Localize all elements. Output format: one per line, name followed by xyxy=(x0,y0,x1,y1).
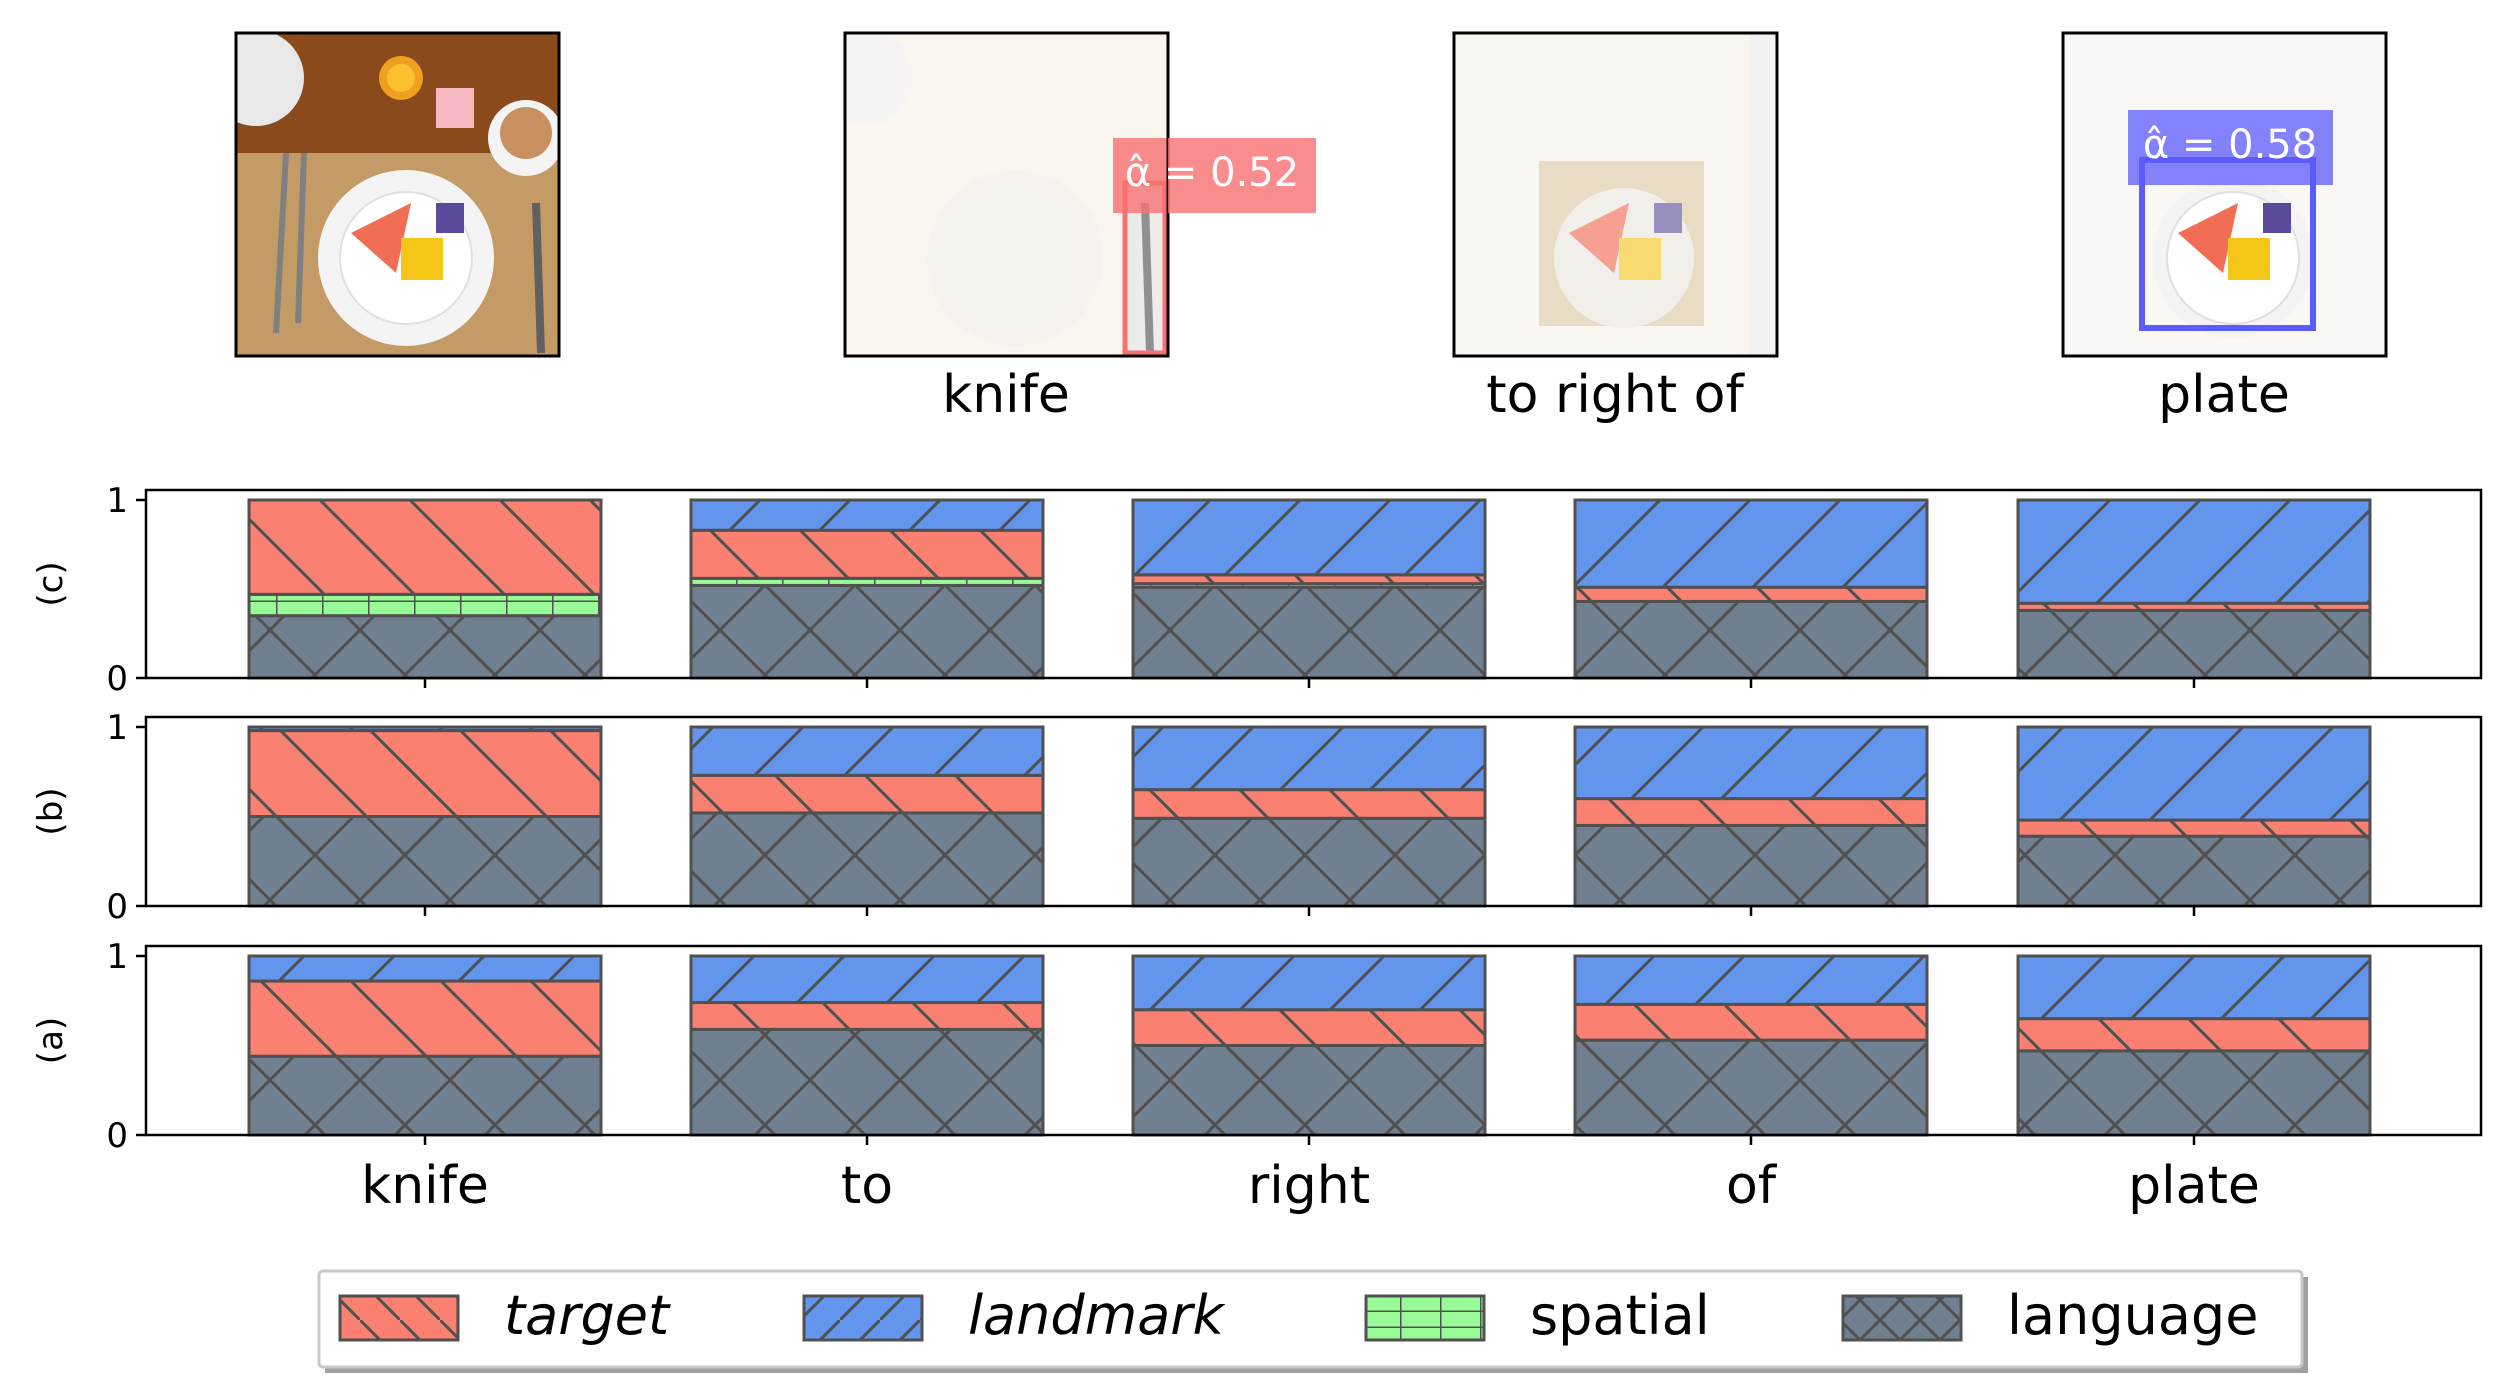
chart-panel-0: 0 1 (c) xyxy=(31,481,2483,699)
bar-language-hatch xyxy=(247,614,603,680)
axes-frame xyxy=(144,488,2483,680)
bar-landmark-hatch xyxy=(2016,725,2372,822)
y-tick-label: 0 xyxy=(106,887,128,927)
photo-panel-spatial-frame xyxy=(1452,31,1779,358)
bar-target-hatch xyxy=(1573,797,1929,827)
bar-target-hatch xyxy=(1131,788,1487,820)
bar-landmark-hatch xyxy=(689,725,1045,777)
y-axis-label: (c) xyxy=(31,561,71,606)
bar-landmark-hatch xyxy=(1131,498,1487,577)
bar-landmark-hatch xyxy=(1131,725,1487,792)
bar-landmark-hatch xyxy=(2016,498,2372,605)
caption-plate: plate xyxy=(2158,365,2290,425)
y-tick-label: 1 xyxy=(106,937,128,977)
bar-target-hatch xyxy=(247,979,603,1058)
chart-panel-2: 0 1 (a) knife to right of plate xyxy=(31,937,2483,1216)
y-axis-label: (b) xyxy=(31,787,71,835)
x-tick-label: right xyxy=(1248,1156,1370,1216)
bar-language-hatch xyxy=(689,811,1045,908)
axes-frame xyxy=(144,715,2483,908)
bar-spatial-hatch xyxy=(247,592,603,618)
photo-scene xyxy=(1454,33,1777,356)
axes-frame xyxy=(144,944,2483,1137)
y-tick-label: 1 xyxy=(106,708,128,748)
bar-language-hatch xyxy=(1573,599,1929,680)
bar-landmark-hatch xyxy=(247,954,603,983)
bar-landmark-hatch xyxy=(2016,954,2372,1021)
bar-landmark-hatch xyxy=(689,498,1045,532)
legend-label-landmark: landmark xyxy=(968,1284,1226,1347)
stacked-bar-charts: 0 1 (c) 0 1 (b) 0 1 (a) knife to right of plate xyxy=(31,481,2483,1216)
caption-spatial: to right of xyxy=(1486,365,1745,425)
x-tick-label: to xyxy=(841,1156,893,1216)
photo-panel-original xyxy=(236,33,559,356)
bar-language-hatch xyxy=(689,583,1045,680)
bar-landmark-hatch xyxy=(689,954,1045,1005)
bar-target-hatch xyxy=(247,729,603,819)
bar-target-hatch xyxy=(689,1001,1045,1031)
legend-swatch-spatial-hatch xyxy=(1364,1294,1486,1342)
annotation-knife: α̂ = 0.52 xyxy=(1125,150,1299,196)
bar-target-hatch xyxy=(2016,1017,2372,1053)
x-tick-label: plate xyxy=(2128,1156,2260,1216)
bar-landmark-hatch xyxy=(1131,954,1487,1012)
y-tick-label: 0 xyxy=(106,659,128,699)
photo-panel-original-frame xyxy=(234,31,561,358)
bar-landmark-hatch xyxy=(247,725,603,733)
photo-panel-plate-frame xyxy=(2061,31,2388,358)
bar-target-hatch xyxy=(689,528,1045,580)
legend-swatch-target-hatch xyxy=(338,1294,460,1342)
annotation-plate: α̂ = 0.58 xyxy=(2143,122,2317,168)
x-tick-label: of xyxy=(1726,1156,1778,1216)
photo-panel-plate xyxy=(2063,33,2386,356)
photo-scene xyxy=(236,33,559,356)
x-tick-label: knife xyxy=(361,1156,489,1216)
bar-language-hatch xyxy=(1573,823,1929,908)
bar-language-hatch xyxy=(2016,1049,2372,1137)
y-axis-label: (a) xyxy=(31,1017,71,1064)
bar-language-hatch xyxy=(2016,834,2372,908)
photo-panel-spatial xyxy=(1454,33,1777,356)
photo-scene xyxy=(2063,33,2386,356)
legend-swatch-landmark-hatch xyxy=(802,1294,924,1342)
photo-panel-knife xyxy=(845,33,1168,356)
bar-language-hatch xyxy=(247,1054,603,1137)
bar-language-hatch xyxy=(1131,1044,1487,1137)
bar-language-hatch xyxy=(1131,816,1487,908)
annotation-bg-plate xyxy=(2128,110,2333,185)
bar-target-hatch xyxy=(1573,585,1929,603)
annotation-bg-knife xyxy=(1113,138,1168,213)
legend-label-language: language xyxy=(2007,1284,2258,1347)
bar-language-hatch xyxy=(2016,608,2372,680)
bar-target-hatch xyxy=(247,498,603,596)
bar-language-hatch xyxy=(247,815,603,908)
bar-language-hatch xyxy=(1573,1038,1929,1137)
chart-panel-1: 0 1 (b) xyxy=(31,708,2483,927)
y-tick-label: 0 xyxy=(106,1116,128,1156)
bar-landmark-hatch xyxy=(1573,498,1929,589)
bar-landmark-hatch xyxy=(1573,954,1929,1006)
legend: target landmark spatial language xyxy=(317,1269,2308,1373)
legend-label-target: target xyxy=(504,1284,671,1347)
bar-landmark-hatch xyxy=(1573,725,1929,801)
bar-language-hatch xyxy=(689,1027,1045,1137)
legend-swatch-language-hatch xyxy=(1841,1294,1963,1342)
legend-label-spatial: spatial xyxy=(1530,1284,1710,1347)
y-tick-label: 1 xyxy=(106,481,128,521)
bar-target-hatch xyxy=(2016,818,2372,838)
annotation-bg-knife-overflow xyxy=(1168,138,1316,213)
bar-target-hatch xyxy=(1131,1008,1487,1048)
legend-entries: target landmark spatial language xyxy=(338,1284,2258,1347)
bar-language-hatch xyxy=(1131,585,1487,680)
caption-knife: knife xyxy=(942,365,1070,425)
bar-target-hatch xyxy=(689,773,1045,815)
bar-target-hatch xyxy=(1573,1002,1929,1042)
